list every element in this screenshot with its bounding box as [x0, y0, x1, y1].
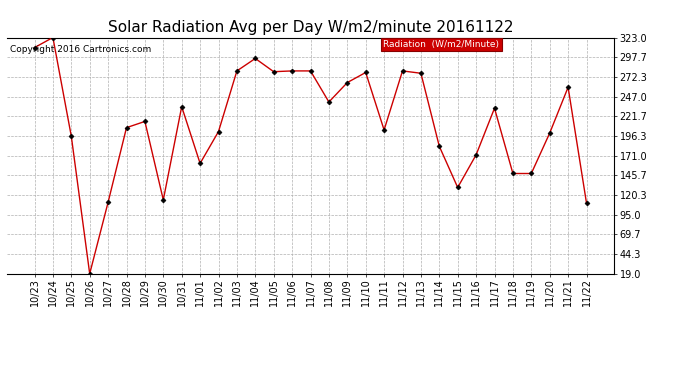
Text: Copyright 2016 Cartronics.com: Copyright 2016 Cartronics.com: [10, 45, 151, 54]
Title: Solar Radiation Avg per Day W/m2/minute 20161122: Solar Radiation Avg per Day W/m2/minute …: [108, 20, 513, 35]
Text: Radiation  (W/m2/Minute): Radiation (W/m2/Minute): [384, 40, 500, 49]
